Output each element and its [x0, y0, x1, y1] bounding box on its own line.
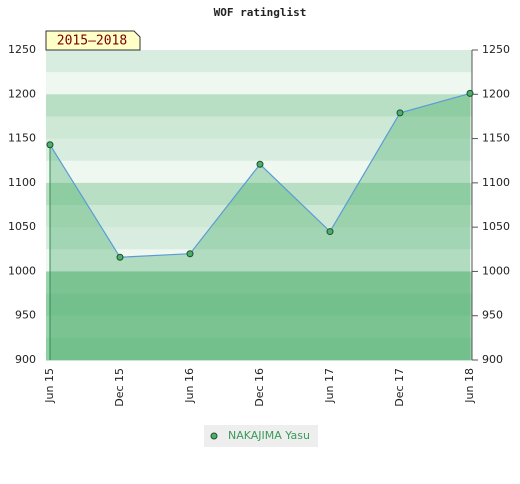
background-band — [46, 50, 472, 73]
y-tick-label: 1100 — [8, 176, 36, 189]
y-tick-label: 900 — [15, 353, 36, 366]
x-tick-label: Jun 15 — [43, 368, 56, 404]
x-tick-label: Jun 18 — [463, 368, 476, 404]
y-tick-label: 1250 — [8, 43, 36, 56]
background-band — [46, 160, 472, 184]
y2-tick-label: 1200 — [482, 87, 510, 100]
point — [116, 253, 124, 261]
background-band — [46, 138, 472, 162]
point — [256, 160, 264, 168]
x-tick-label: Dec 17 — [393, 368, 406, 407]
area — [50, 93, 470, 361]
legend-label: NAKAJIMA Yasu — [228, 429, 310, 442]
y-tick-label: 1050 — [8, 220, 36, 233]
background-band — [46, 271, 472, 295]
background-band — [46, 337, 472, 361]
background-band — [46, 182, 472, 206]
y2-tick-label: 1150 — [482, 132, 510, 145]
point — [396, 109, 404, 117]
y2-tick-label: 1100 — [482, 176, 510, 189]
background-band — [46, 94, 472, 117]
badge-box — [45, 30, 141, 51]
x-tick-label: Jun 16 — [183, 368, 196, 404]
y2-tick-label: 900 — [482, 353, 503, 366]
x-tick-label: Dec 16 — [253, 368, 266, 407]
legend-box — [204, 425, 318, 447]
x-tick-label: Dec 15 — [113, 368, 126, 407]
y2-tick-label: 1000 — [482, 264, 510, 277]
y2-tick-label: 1250 — [482, 43, 510, 56]
chart-title: WOF ratinglist — [214, 6, 307, 19]
y-tick-label: 1200 — [8, 87, 36, 100]
point — [186, 250, 194, 258]
x-tick-label: Jun 17 — [323, 368, 336, 404]
y2-tick-label: 950 — [482, 309, 503, 322]
background-band — [46, 315, 472, 339]
legend-marker — [210, 432, 218, 440]
y2-tick-label: 1050 — [482, 220, 510, 233]
point — [466, 89, 474, 97]
point — [46, 141, 54, 149]
y-tick-label: 950 — [15, 309, 36, 322]
background-band — [46, 116, 472, 140]
background-band — [46, 227, 472, 250]
background-band — [46, 205, 472, 228]
badge: 2015–2018 — [45, 30, 141, 51]
background-band — [46, 72, 472, 95]
y-tick-label: 1000 — [8, 264, 36, 277]
badge-text: 2015–2018 — [57, 34, 127, 49]
y-tick-label: 1150 — [8, 132, 36, 145]
point — [326, 228, 334, 236]
background-band — [46, 249, 472, 272]
background-band — [46, 293, 472, 317]
